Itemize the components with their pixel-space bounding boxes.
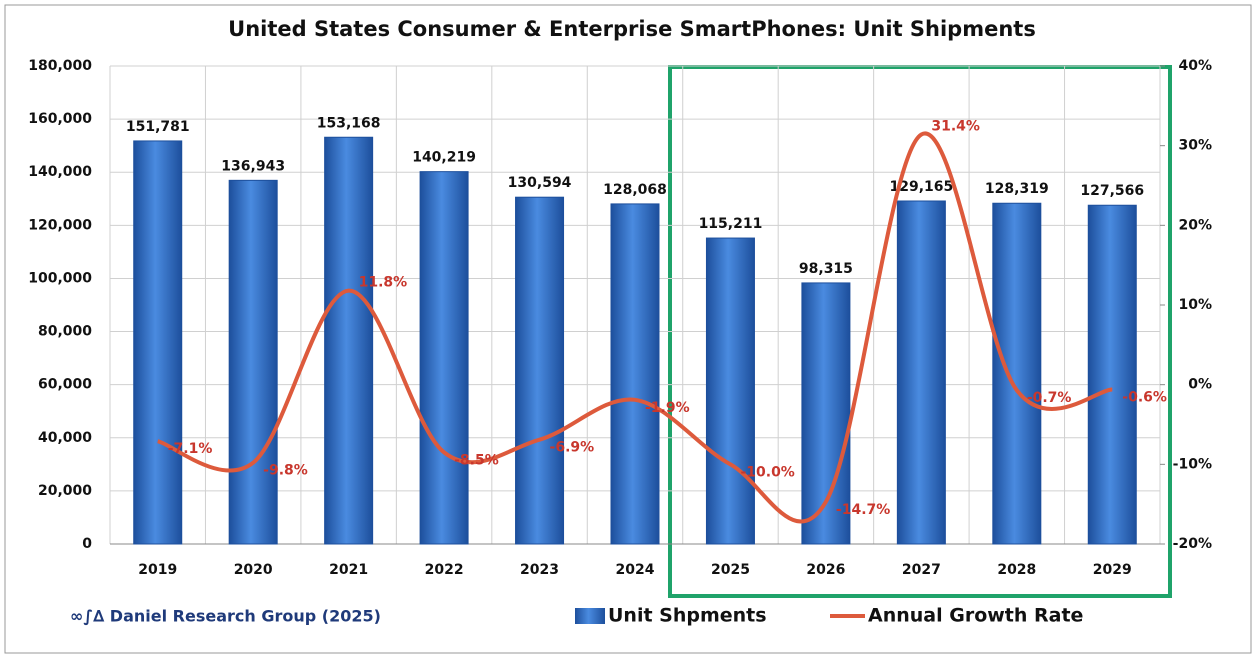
line-value-label: 11.8%	[359, 275, 408, 291]
y-tick-label: 180,000	[28, 58, 92, 74]
bar	[896, 200, 946, 545]
x-tick-label: 2019	[138, 562, 177, 578]
x-tick-label: 2028	[997, 562, 1036, 578]
x-tick-label: 2020	[234, 562, 273, 578]
y2-tick-label: 10%	[1178, 297, 1212, 313]
line-value-label: -9.8%	[263, 463, 308, 479]
y-tick-label: 120,000	[28, 217, 92, 233]
line-value-label: -7.1%	[168, 441, 213, 457]
bar	[992, 202, 1042, 545]
y-tick-label: 160,000	[28, 111, 92, 127]
legend-label: Unit Shpments	[608, 605, 767, 627]
y2-tick-label: -20%	[1173, 536, 1212, 552]
y-tick-label: 80,000	[38, 324, 92, 340]
x-tick-label: 2023	[520, 562, 559, 578]
bar-value-label: 136,943	[221, 158, 285, 174]
legend-swatch	[575, 608, 605, 624]
bar-value-label: 115,211	[699, 216, 763, 232]
growth-line	[157, 131, 1113, 524]
line-value-label: -0.7%	[1027, 390, 1072, 406]
bar-value-label: 98,315	[799, 261, 853, 277]
line-value-label: -14.7%	[836, 502, 890, 518]
bar-value-label: 130,594	[508, 175, 572, 191]
x-tick-label: 2021	[329, 562, 368, 578]
bar	[133, 140, 183, 545]
bar	[324, 136, 374, 545]
bar-value-label: 151,781	[126, 119, 190, 135]
x-tick-label: 2024	[616, 562, 655, 578]
y2-tick-label: 40%	[1178, 58, 1212, 74]
y-tick-label: 0	[82, 536, 92, 552]
line-value-label: 31.4%	[931, 119, 980, 135]
line-value-label: -6.9%	[550, 440, 595, 456]
bar-value-label: 140,219	[412, 150, 476, 166]
bar	[705, 237, 755, 545]
line-value-label: -8.5%	[454, 452, 499, 468]
y2-tick-label: -10%	[1173, 456, 1212, 472]
y2-tick-label: 20%	[1178, 217, 1212, 233]
bar-value-label: 128,068	[603, 182, 667, 198]
chart-title: United States Consumer & Enterprise Smar…	[228, 17, 1036, 41]
y-tick-label: 20,000	[38, 483, 92, 499]
frame	[4, 4, 1252, 654]
x-tick-label: 2022	[425, 562, 464, 578]
bar	[419, 171, 469, 545]
y-tick-label: 60,000	[38, 377, 92, 393]
x-tick-label: 2029	[1093, 562, 1132, 578]
line-value-label: -1.9%	[645, 400, 690, 416]
x-tick-label: 2026	[806, 562, 845, 578]
bar	[228, 179, 278, 545]
bar	[610, 203, 660, 545]
bar	[1087, 204, 1137, 545]
x-tick-label: 2025	[711, 562, 750, 578]
bar	[515, 196, 565, 545]
bar-value-label: 128,319	[985, 181, 1049, 197]
x-tick-label: 2027	[902, 562, 941, 578]
line-value-label: -10.0%	[740, 464, 794, 480]
bar-value-label: 129,165	[889, 179, 953, 195]
y-tick-label: 100,000	[28, 270, 92, 286]
source: ∞∫∆ Daniel Research Group (2025)	[70, 607, 381, 626]
line-value-label: -0.6%	[1122, 389, 1167, 405]
y-tick-label: 40,000	[38, 430, 92, 446]
y2-tick-label: 0%	[1188, 377, 1212, 393]
bar-value-label: 127,566	[1080, 183, 1144, 199]
bar-value-label: 153,168	[317, 115, 381, 131]
y2-tick-label: 30%	[1178, 138, 1212, 154]
y-tick-label: 140,000	[28, 164, 92, 180]
legend-label: Annual Growth Rate	[868, 605, 1083, 627]
